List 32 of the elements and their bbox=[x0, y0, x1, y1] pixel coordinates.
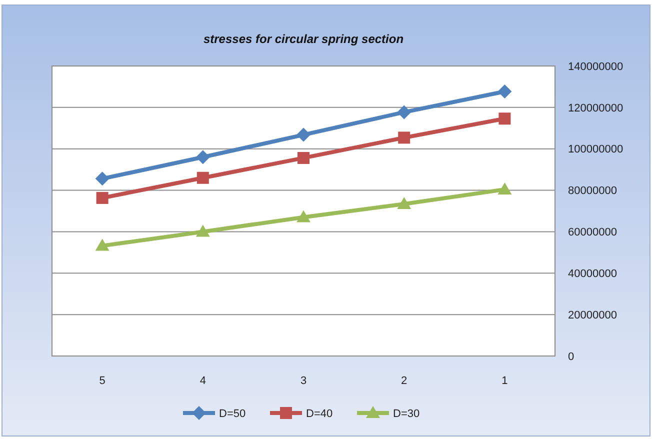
legend-label: D=40 bbox=[306, 408, 333, 420]
point bbox=[498, 112, 511, 125]
point bbox=[95, 238, 110, 251]
y-tick-label: 0 bbox=[568, 350, 574, 363]
x-tick-label: 5 bbox=[99, 375, 106, 387]
legend-label: D=30 bbox=[393, 408, 420, 420]
point bbox=[296, 210, 310, 222]
y-tick-label: 100000000 bbox=[568, 144, 624, 156]
point bbox=[397, 196, 412, 209]
point bbox=[196, 172, 209, 184]
y-tick-label: 60000000 bbox=[568, 226, 617, 239]
y-tick-label: 20000000 bbox=[568, 309, 617, 322]
point bbox=[398, 132, 410, 144]
point bbox=[96, 192, 108, 204]
y-tick-label: 120000000 bbox=[568, 102, 624, 114]
point bbox=[498, 182, 512, 194]
x-tick-label: 1 bbox=[502, 375, 508, 387]
chart-title: stresses for circular spring section bbox=[203, 32, 404, 46]
x-tick-label: 4 bbox=[200, 375, 206, 387]
y-tick-label: 40000000 bbox=[568, 268, 617, 280]
point bbox=[296, 128, 310, 142]
x-tick-label: 3 bbox=[300, 375, 307, 387]
point bbox=[397, 105, 412, 120]
x-tick-label: 2 bbox=[401, 375, 408, 387]
point bbox=[196, 224, 210, 237]
point bbox=[95, 172, 110, 186]
point bbox=[298, 152, 310, 164]
point bbox=[196, 150, 210, 164]
y-tick-label: 80000000 bbox=[568, 185, 617, 198]
legend-label: D=50 bbox=[219, 408, 246, 420]
y-tick-label: 140000000 bbox=[568, 60, 624, 73]
point bbox=[498, 84, 512, 98]
